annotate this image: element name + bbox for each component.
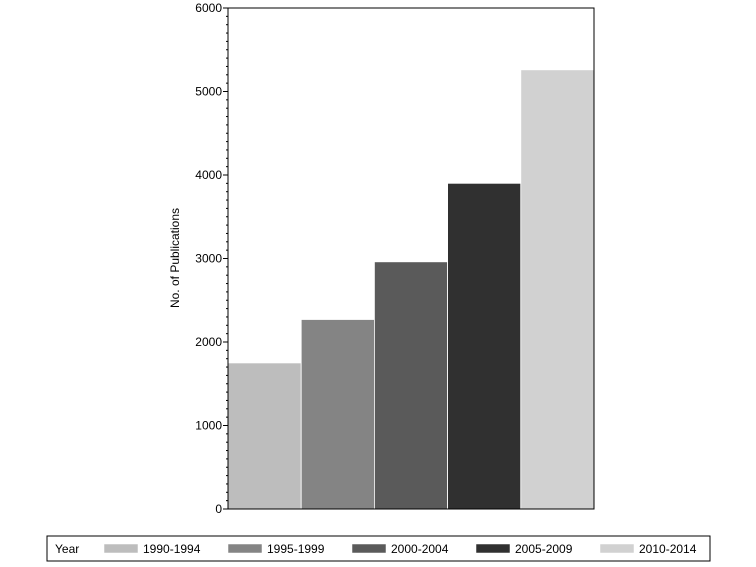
legend-swatch-2005-2009 [475,543,511,554]
bar-1995-1999 [300,319,375,510]
y-tick-label: 4000 [195,168,222,182]
legend-label-1995-1999: 1995-1999 [267,542,325,556]
plot-frame [227,7,595,510]
legend-swatch-2000-2004 [351,543,387,554]
bar-2000-2004 [373,261,448,510]
legend: Year 1990-1994 1995-1999 2000-2004 2005-200… [46,535,711,562]
legend-items: 1990-1994 1995-1999 2000-2004 2005-2009 2010… [103,542,697,556]
legend-swatch-1990-1994 [103,543,139,554]
y-tick-label: 1000 [195,419,222,433]
legend-label-2005-2009: 2005-2009 [515,542,573,556]
y-tick-label: 3000 [195,252,222,266]
legend-swatch-2010-2014 [599,543,635,554]
bar-1990-1994 [227,362,302,510]
bar-2005-2009 [447,182,522,510]
legend-swatch-1995-1999 [227,543,263,554]
legend-label-2000-2004: 2000-2004 [391,542,449,556]
legend-label-2010-2014: 2010-2014 [639,542,697,556]
bar-2010-2014 [520,69,595,510]
legend-title: Year [55,542,79,556]
y-tick-label: 5000 [195,85,222,99]
plot-area: 0 1000 2000 3000 4000 5000 6000 No. of Publica… [168,1,595,516]
y-tick-label: 0 [215,502,222,516]
legend-label-1990-1994: 1990-1994 [143,542,201,556]
y-axis-title: No. of Publications [168,208,182,308]
y-tick-label: 6000 [195,1,222,15]
bars [227,69,595,510]
y-axis: 0 1000 2000 3000 4000 5000 6000 [195,1,228,516]
y-tick-label: 2000 [195,335,222,349]
